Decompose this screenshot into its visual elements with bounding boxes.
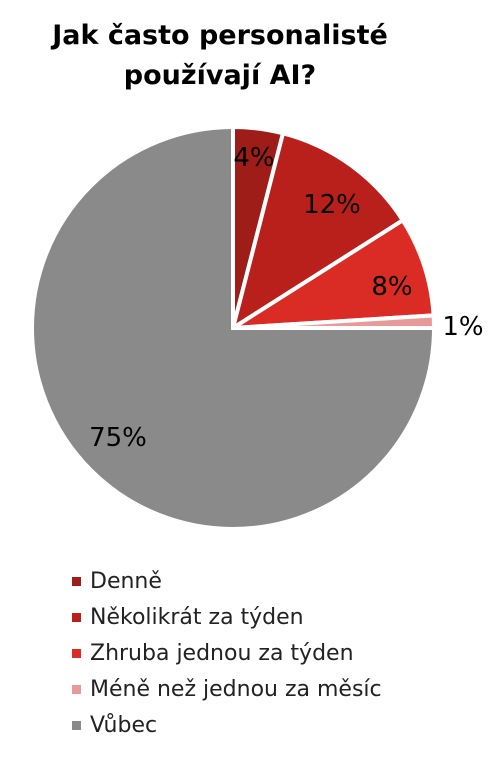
chart-legend: Denně Několikrát za týden Zhruba jednou … <box>72 563 382 743</box>
legend-label: Několikrát za týden <box>90 604 304 630</box>
legend-swatch <box>72 648 81 658</box>
legend-item-zhruba-jednou-za-tyden: Zhruba jednou za týden <box>72 635 382 671</box>
legend-label: Zhruba jednou za týden <box>90 640 354 666</box>
pie-data-label-4: 1% <box>442 312 483 342</box>
pie-data-label-1: 4% <box>233 143 274 173</box>
legend-swatch <box>72 684 81 694</box>
legend-label: Denně <box>90 568 162 594</box>
legend-item-vubec: Vůbec <box>72 707 382 743</box>
chart-title: Jak často personalisté používají AI? <box>0 16 440 96</box>
legend-swatch <box>72 576 81 586</box>
legend-swatch <box>72 612 81 622</box>
legend-swatch <box>72 720 81 730</box>
chart-title-line-1: Jak často personalisté <box>52 20 388 51</box>
chart-title-line-2: používají AI? <box>123 60 317 91</box>
legend-label: Méně než jednou za měsíc <box>90 676 382 702</box>
pie-slice-5 <box>30 124 437 531</box>
legend-label: Vůbec <box>90 712 158 738</box>
legend-item-denne: Denně <box>72 563 382 599</box>
pie-data-label-3: 8% <box>371 272 412 302</box>
legend-item-mene-nez-jednou-za-mesic: Méně než jednou za měsíc <box>72 671 382 707</box>
pie-data-label-5: 75% <box>89 423 147 453</box>
pie-data-label-2: 12% <box>303 190 361 220</box>
pie-slice-2 <box>229 130 406 333</box>
legend-item-nekolikrat-za-tyden: Několikrát za týden <box>72 599 382 635</box>
